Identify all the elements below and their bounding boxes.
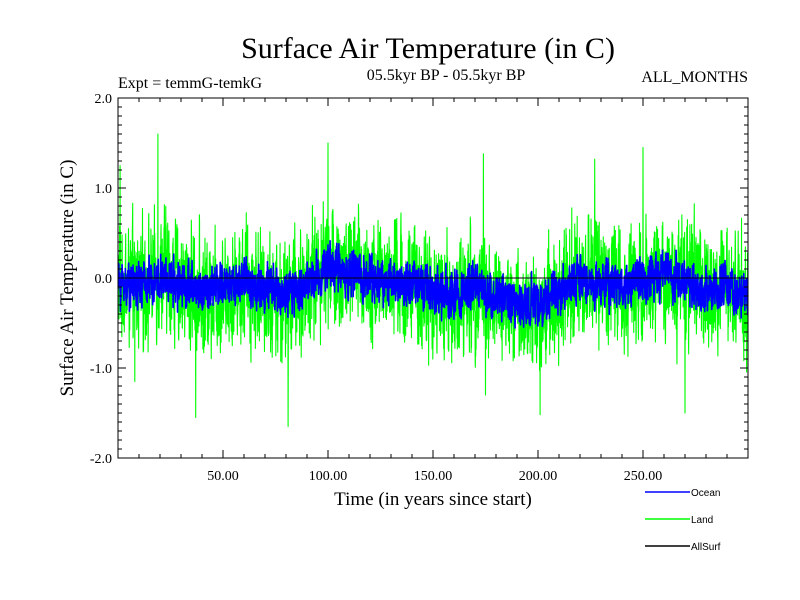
legend-label-allsurf: AllSurf <box>691 542 721 553</box>
series-line-land <box>118 133 748 428</box>
x-tick-label: 50.00 <box>207 469 239 484</box>
y-tick-label: 2.0 <box>95 92 113 107</box>
y-tick-label: -2.0 <box>90 452 112 467</box>
plot-area: 50.00 100.00 150.00 200.00 250.00 2.0 1.0 0.0 -1… <box>90 92 749 484</box>
x-tick-label: 150.00 <box>414 469 453 484</box>
period-label: 05.5kyr BP - 05.5kyr BP <box>367 67 526 84</box>
legend: Ocean Land AllSurf <box>645 488 721 553</box>
y-tick-label: 0.0 <box>95 272 113 287</box>
chart-title: Surface Air Temperature (in C) <box>241 32 615 65</box>
series-layer <box>118 133 748 428</box>
months-label: ALL_MONTHS <box>641 69 748 86</box>
legend-label-land: Land <box>691 515 713 526</box>
x-tick-label: 100.00 <box>309 469 348 484</box>
ticks-layer: 50.00 100.00 150.00 200.00 250.00 2.0 1.0 0.0 -1… <box>90 92 748 484</box>
x-tick-label: 200.00 <box>519 469 558 484</box>
y-tick-label: -1.0 <box>90 362 112 377</box>
legend-label-ocean: Ocean <box>691 488 720 499</box>
y-tick-label: 1.0 <box>95 182 113 197</box>
x-axis-label: Time (in years since start) <box>334 489 532 510</box>
experiment-label: Expt = temmG-temkG <box>118 75 263 92</box>
series-line-ocean <box>118 239 748 329</box>
x-tick-label: 250.00 <box>624 469 663 484</box>
y-axis-label: Surface Air Temperature (in C) <box>57 160 78 397</box>
